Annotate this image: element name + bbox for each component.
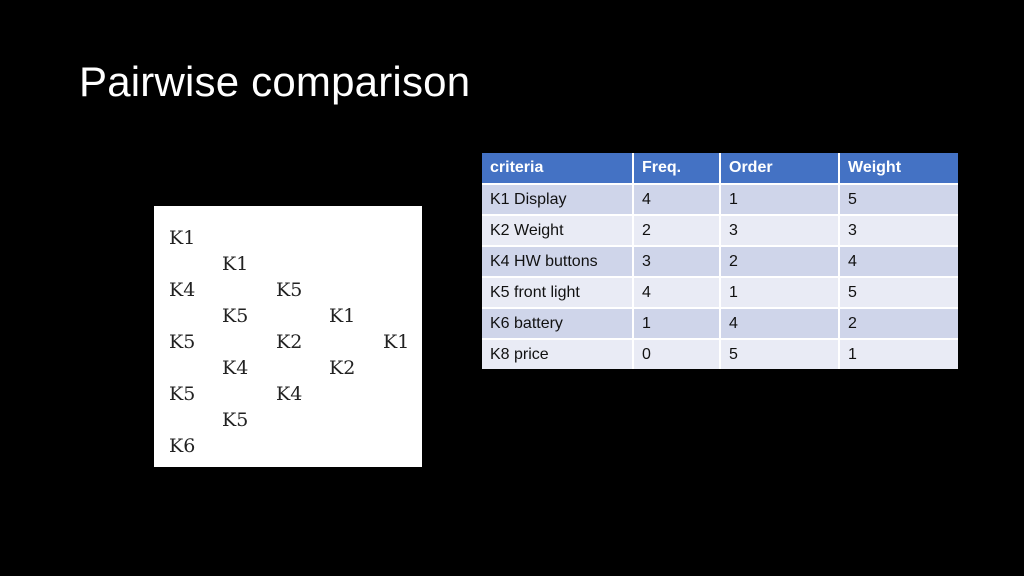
table-cell: 4 xyxy=(839,245,958,277)
table-cell: 1 xyxy=(720,183,840,215)
tree-node: K6 xyxy=(169,435,196,457)
table-row: K2 Weight 2 3 3 xyxy=(482,214,958,246)
table-cell: 2 xyxy=(720,245,840,277)
table-cell: 5 xyxy=(839,183,958,215)
tree-node: K5 xyxy=(222,409,249,431)
table-cell: 3 xyxy=(839,214,958,246)
table-cell: 0 xyxy=(633,338,721,369)
table-cell: 4 xyxy=(633,183,721,215)
tree-node: K1 xyxy=(383,331,410,353)
table-cell: 1 xyxy=(720,276,840,308)
table-cell: 5 xyxy=(839,276,958,308)
column-header-weight: Weight xyxy=(839,153,958,184)
table-cell: 1 xyxy=(633,307,721,339)
column-header-freq: Freq. xyxy=(633,153,721,184)
tree-node: K4 xyxy=(169,279,196,301)
tree-node: K2 xyxy=(329,357,356,379)
tree-node: K4 xyxy=(222,357,249,379)
table-row: K4 HW buttons 3 2 4 xyxy=(482,245,958,277)
table-cell: K6 battery xyxy=(482,307,634,339)
tree-node: K1 xyxy=(169,227,196,249)
table-cell: K8 price xyxy=(482,338,634,369)
table-cell: K1 Display xyxy=(482,183,634,215)
table-row: K1 Display 4 1 5 xyxy=(482,183,958,215)
tree-node: K1 xyxy=(222,253,249,275)
tree-node: K5 xyxy=(276,279,303,301)
table-cell: 4 xyxy=(633,276,721,308)
table-row: K5 front light 4 1 5 xyxy=(482,276,958,308)
criteria-table: criteria Freq. Order Weight K1 Display 4… xyxy=(482,153,958,369)
pairwise-tree-image: K1 K1 K4 K5 K5 K1 K5 K2 K1 K4 K2 K5 K4 K… xyxy=(154,206,422,467)
tree-node: K5 xyxy=(169,383,196,405)
tree-node: K4 xyxy=(276,383,303,405)
table-cell: 3 xyxy=(633,245,721,277)
slide-title: Pairwise comparison xyxy=(79,58,471,105)
table-cell: 2 xyxy=(633,214,721,246)
table-cell: 4 xyxy=(720,307,840,339)
table-cell: K5 front light xyxy=(482,276,634,308)
table-cell: K2 Weight xyxy=(482,214,634,246)
table-header-row: criteria Freq. Order Weight xyxy=(482,153,958,184)
tree-node: K2 xyxy=(276,331,303,353)
table-row: K6 battery 1 4 2 xyxy=(482,307,958,339)
column-header-criteria: criteria xyxy=(482,153,634,184)
tree-node: K5 xyxy=(222,305,249,327)
table-cell: 2 xyxy=(839,307,958,339)
tree-node: K5 xyxy=(169,331,196,353)
table-row: K8 price 0 5 1 xyxy=(482,338,958,369)
table-cell: 5 xyxy=(720,338,840,369)
column-header-order: Order xyxy=(720,153,840,184)
table-cell: 1 xyxy=(839,338,958,369)
tree-node: K1 xyxy=(329,305,356,327)
table-cell: K4 HW buttons xyxy=(482,245,634,277)
table-cell: 3 xyxy=(720,214,840,246)
